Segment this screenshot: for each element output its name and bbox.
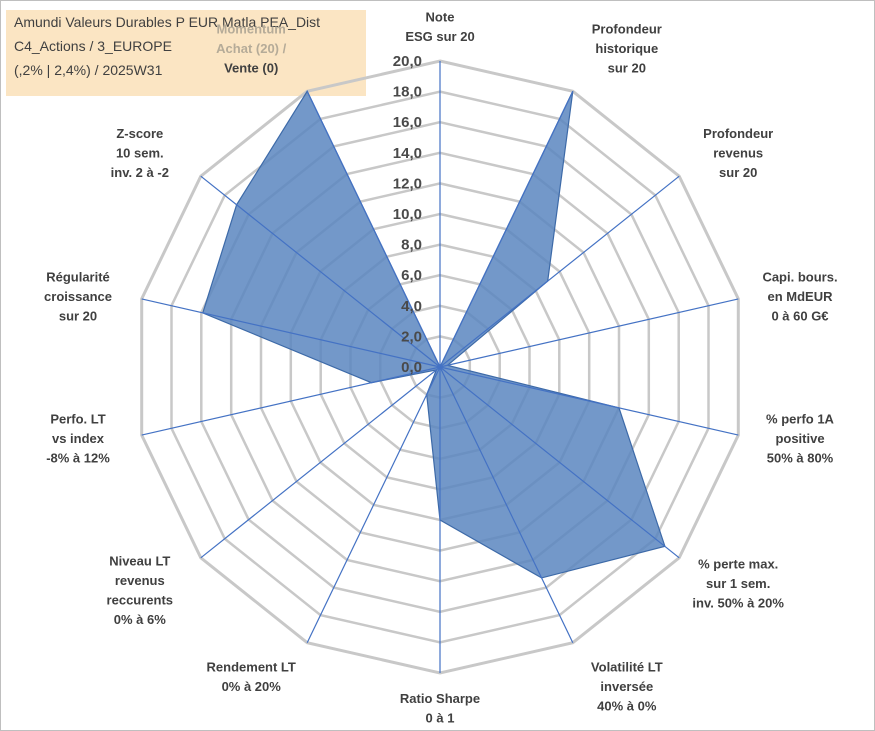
axis-label-7: Ratio Sharpe 0 à 1 [400,691,480,726]
axis-label-line: sur 20 [59,308,97,323]
spoke-axis-11 [141,298,441,368]
axis-label-line: historique [595,41,658,56]
spoke-axis-8 [306,366,441,643]
tick-label: 8,0 [401,237,422,254]
axis-label-6: Volatilité LT inversée 40% à 0% [591,659,663,713]
chart-title-line-2: C4_Actions / 3_EUROPE [14,38,172,54]
axis-label-line: 50% à 80% [767,451,834,466]
axis-label-line: 40% à 0% [597,698,657,713]
axis-label-13: Momentum Achat (20) / Vente (0) [216,22,286,76]
axis-label-line: 0% à 20% [222,679,282,694]
spoke-axis-10 [141,366,441,436]
axis-label-0: Note ESG sur 20 [405,10,474,45]
axis-label-5: % perte max. sur 1 sem. inv. 50% à 20% [692,557,784,611]
axis-label-line: % perte max. [698,557,778,572]
tick-label: 16,0 [393,114,422,131]
chart-title-line-3: (,2% | 2,4%) / 2025W31 [14,62,163,78]
axis-label-line: Régularité [46,269,110,284]
axis-label-line: Profondeur [592,22,662,37]
axis-label-4: % perfo 1A positive 50% à 80% [766,412,835,466]
axis-label-3: Capi. bours. en MdEUR 0 à 60 G€ [762,269,837,323]
spoke-axis-9 [200,366,441,559]
axis-label-1: Profondeur historique sur 20 [592,22,662,76]
axis-label-line: 0% à 6% [114,612,166,627]
spoke-axis-12 [200,175,441,368]
spoke-axis-4 [439,366,739,436]
axis-label-line: vs index [52,431,105,446]
tick-label: 18,0 [393,84,422,101]
spoke-axis-1 [439,91,574,368]
axis-label-line: sur 20 [608,61,646,76]
axis-label-line: % perfo 1A [766,412,835,427]
axis-label-line: reccurents [107,593,173,608]
axis-label-line: -8% à 12% [46,451,110,466]
tick-label: 4,0 [401,298,422,315]
axis-label-line: sur 1 sem. [706,576,770,591]
axis-label-line: croissance [44,289,112,304]
axis-label-12: Z-score 10 sem. inv. 2 à -2 [111,126,169,180]
data-area [202,90,666,579]
axis-label-9: Niveau LT revenus reccurents 0% à 6% [107,554,173,628]
axis-label-line: revenus [115,573,165,588]
axis-label-line: positive [775,431,824,446]
axis-label-8: Rendement LT 0% à 20% [207,659,296,694]
axis-label-line: inv. 50% à 20% [692,596,784,611]
axis-label-line: inversée [600,679,653,694]
tick-label: 12,0 [393,175,422,192]
spoke-axis-13 [306,91,441,368]
axis-label-line: sur 20 [719,165,757,180]
axis-label-line: Capi. bours. [762,269,837,284]
axis-label-line: Z-score [116,126,163,141]
spoke-axis-5 [439,366,680,559]
spoke-axis-6 [439,366,574,643]
chart-title-box: Amundi Valeurs Durables P EUR Matla PEA_… [6,10,366,96]
spoke-axis-3 [439,298,739,368]
axis-label-line: en MdEUR [768,289,834,304]
axis-label-line: Rendement LT [207,659,296,674]
axis-label-line: Niveau LT [109,554,170,569]
axis-label-line: Achat (20) / [216,41,286,56]
axis-label-line: Volatilité LT [591,659,663,674]
tick-label: 20,0 [393,53,422,70]
axis-label-2: Profondeur revenus sur 20 [703,126,773,180]
spoke-axis-2 [439,175,680,368]
axis-label-10: Perfo. LT vs index -8% à 12% [46,412,110,466]
axis-label-line: Momentum [217,22,286,37]
chart-title-line-1: Amundi Valeurs Durables P EUR Matla PEA_… [14,14,321,30]
axis-label-line: 0 à 1 [426,711,455,726]
tick-label: 6,0 [401,267,422,284]
axis-label-line: revenus [713,146,763,161]
axis-label-line: Perfo. LT [50,412,105,427]
axis-label-line: Note [426,10,455,25]
axis-label-line: 0 à 60 G€ [771,308,828,323]
axis-label-line: Profondeur [703,126,773,141]
axis-label-line: Ratio Sharpe [400,691,480,706]
axis-label-line: Vente (0) [224,61,278,76]
tick-label: 2,0 [401,328,422,345]
tick-label: 14,0 [393,145,422,162]
axis-label-line: 10 sem. [116,146,164,161]
axis-label-line: ESG sur 20 [405,29,474,44]
axis-label-11: Régularité croissance sur 20 [44,269,112,323]
axis-label-line: inv. 2 à -2 [111,165,169,180]
tick-label: 10,0 [393,206,422,223]
tick-label: 0,0 [401,359,422,376]
